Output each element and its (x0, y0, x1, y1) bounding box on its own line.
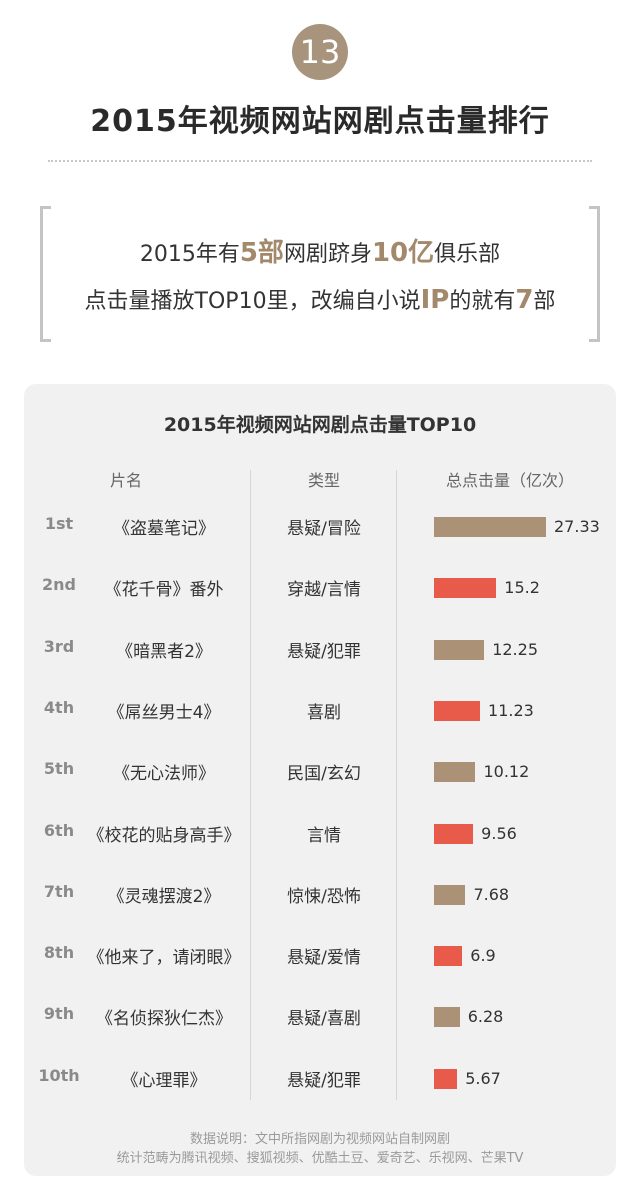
header-name: 片名 (109, 471, 142, 490)
rank-label: 4th (43, 697, 75, 717)
drama-genre: 言情 (307, 825, 341, 846)
drama-name: 《灵魂摆渡2》 (107, 886, 221, 907)
value-label: 10.12 (483, 762, 530, 782)
table-row: 4th 《屌丝男士4》 喜剧 11.23 (0, 692, 640, 732)
column-separator-1 (250, 470, 251, 1100)
value-bar (434, 639, 485, 660)
footnote-line-2: 统计范畴为腾讯视频、搜狐视频、优酷土豆、爱奇艺、乐视网、芒果TV (116, 1151, 524, 1166)
table-row: 6th 《校花的贴身高手》 言情 9.56 (0, 815, 640, 855)
table-row: 2nd 《花千骨》番外 穿越/言情 15.2 (0, 569, 640, 609)
value-label: 27.33 (554, 517, 600, 536)
value-bar (434, 700, 481, 721)
table-row: 10th 《心理罪》 悬疑/犯罪 5.67 (0, 1060, 640, 1100)
table-row: 8th 《他来了，请闭眼》 悬疑/爱情 6.9 (0, 937, 640, 977)
drama-name: 《暗黑者2》 (116, 641, 212, 662)
value-bar (434, 578, 497, 599)
value-label: 12.25 (492, 639, 538, 659)
rank-label: 10th (38, 1065, 80, 1085)
drama-name: 《名侦探狄仁杰》 (96, 1009, 232, 1030)
value-bar (434, 823, 474, 844)
column-separator-2 (396, 470, 397, 1100)
rank-label: 6th (43, 820, 75, 840)
drama-name: 《心理罪》 (121, 1070, 207, 1091)
drama-name: 《无心法师》 (113, 764, 215, 785)
highlight-views: 10亿 (371, 238, 435, 268)
header-value: 总点击量（亿次） (445, 471, 574, 490)
rank-label: 5th (43, 759, 75, 779)
highlight-ip: IP (420, 285, 450, 315)
summary-line-1: 2015年有5部网剧跻身10亿俱乐部 (139, 238, 501, 268)
value-bar (434, 1068, 458, 1089)
table-row: 7th 《灵魂摆渡2》 惊悚/恐怖 7.68 (0, 876, 640, 916)
rank-label: 7th (43, 881, 75, 901)
drama-genre: 穿越/言情 (287, 580, 361, 601)
table-row: 9th 《名侦探狄仁杰》 悬疑/喜剧 6.28 (0, 998, 640, 1038)
value-label: 11.23 (488, 700, 534, 720)
drama-name: 《盗墓笔记》 (113, 519, 215, 539)
value-label: 6.28 (467, 1007, 504, 1027)
section-number-badge: 13 (292, 24, 348, 80)
drama-genre: 悬疑/冒险 (287, 519, 361, 539)
value-label: 9.56 (481, 823, 517, 843)
rank-label: 9th (43, 1004, 75, 1024)
dotted-divider (48, 160, 592, 162)
drama-genre: 悬疑/爱情 (287, 948, 361, 969)
value-label: 7.68 (473, 884, 510, 904)
drama-name: 《校花的贴身高手》 (87, 825, 241, 846)
drama-name: 《花千骨》番外 (104, 580, 224, 601)
left-bracket-decoration (40, 206, 51, 342)
highlight-ip-count: 7 (515, 285, 534, 315)
rank-label: 1st (44, 514, 74, 533)
drama-name: 《他来了，请闭眼》 (87, 948, 241, 969)
page-title: 2015年视频网站网剧点击量排行 (90, 104, 550, 139)
highlight-count: 5部 (239, 238, 284, 268)
rank-label: 2nd (42, 575, 76, 595)
value-label: 15.2 (504, 578, 540, 598)
right-bracket-decoration (589, 206, 600, 342)
table-row: 5th 《无心法师》 民国/玄幻 10.12 (0, 753, 640, 793)
value-label: 5.67 (465, 1068, 501, 1088)
rank-label: 3rd (43, 636, 75, 656)
footnote-line-1: 数据说明：文中所指网剧为视频网站自制网剧 (189, 1132, 450, 1147)
rank-label: 8th (43, 943, 75, 963)
chart-card (24, 384, 616, 1176)
chart-title: 2015年视频网站网剧点击量TOP10 (163, 414, 477, 436)
value-label: 6.9 (470, 946, 496, 966)
summary-line-2: 点击量播放TOP10里，改编自小说IP的就有7部 (84, 285, 556, 315)
drama-name: 《屌丝男士4》 (107, 702, 221, 723)
drama-genre: 悬疑/犯罪 (287, 1070, 361, 1091)
table-row: 1st 《盗墓笔记》 悬疑/冒险 27.33 (0, 508, 640, 548)
value-bar (434, 1007, 460, 1028)
drama-genre: 惊悚/恐怖 (287, 886, 361, 907)
value-bar (434, 946, 463, 967)
value-bar (434, 884, 466, 905)
value-bar (434, 517, 546, 537)
drama-genre: 民国/玄幻 (287, 764, 361, 785)
table-row: 3rd 《暗黑者2》 悬疑/犯罪 12.25 (0, 631, 640, 671)
drama-genre: 喜剧 (307, 702, 341, 723)
drama-genre: 悬疑/喜剧 (287, 1009, 361, 1030)
header-genre: 类型 (307, 471, 340, 490)
drama-genre: 悬疑/犯罪 (287, 641, 361, 662)
value-bar (434, 762, 476, 783)
